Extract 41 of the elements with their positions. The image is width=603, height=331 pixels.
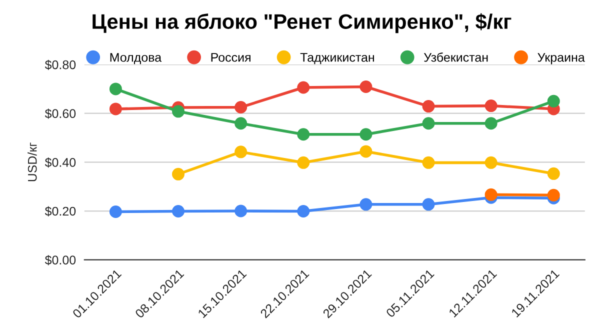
point (422, 198, 435, 211)
y-tick-label: $0.60 (44, 108, 76, 119)
legend-label: Россия (211, 53, 250, 62)
y-tick-label: $0.20 (44, 206, 76, 216)
point (484, 156, 498, 169)
point (422, 100, 435, 113)
y-tick-label: $0.00 (44, 255, 76, 266)
legend-label: Украина (538, 53, 585, 64)
point (484, 188, 498, 201)
point (360, 145, 372, 158)
point (484, 100, 498, 112)
y-tick-label: $0.40 (44, 157, 76, 168)
y-axis-title: USD/кг (28, 142, 37, 182)
point (297, 81, 310, 94)
point (172, 205, 185, 218)
point (360, 128, 372, 141)
point (109, 205, 122, 218)
legend-label: Таджикистан (300, 53, 374, 64)
point (360, 198, 372, 211)
chart-title: Цены на яблоко "Ренет Симиренко", $/кг (92, 13, 512, 34)
point (360, 80, 372, 94)
point (109, 82, 122, 96)
point (547, 94, 560, 108)
y-tick-label: $0.80 (44, 60, 76, 70)
point (547, 188, 560, 202)
point (234, 117, 248, 130)
point (109, 102, 122, 116)
point (172, 168, 185, 180)
legend-label: Молдова (110, 53, 162, 64)
point (172, 105, 185, 118)
point (422, 117, 435, 130)
legend-label: Узбекистан (424, 52, 488, 62)
point (422, 156, 435, 169)
point (484, 117, 498, 130)
point (234, 146, 248, 158)
point (297, 205, 310, 218)
point (297, 128, 310, 141)
point (234, 101, 248, 114)
point (547, 167, 560, 180)
point (234, 204, 248, 218)
point (297, 156, 310, 169)
